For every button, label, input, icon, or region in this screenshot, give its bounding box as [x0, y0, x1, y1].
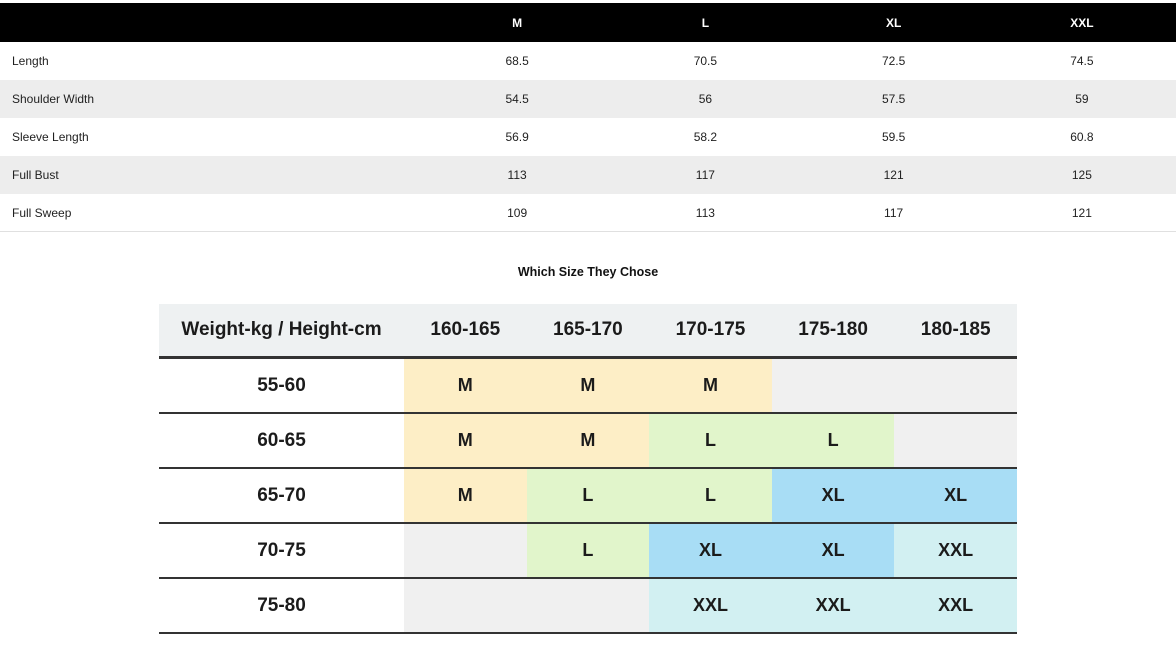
size-column-header-m: M: [512, 15, 523, 30]
measurement-value: 54.5: [505, 92, 529, 106]
size-cell: XXL: [894, 579, 1017, 632]
size-cell: M: [404, 469, 527, 522]
measurement-value: 58.2: [693, 130, 718, 144]
size-cell: [526, 579, 650, 632]
table-row: Length 68.5 70.5 72.5 74.5: [0, 42, 1176, 80]
measurement-label: Full Sweep: [12, 205, 72, 220]
size-cell: L: [771, 414, 895, 467]
size-cell: XXL: [649, 579, 772, 632]
table-row: 60-65 M M L L: [159, 414, 1017, 469]
size-cell: M: [649, 359, 772, 412]
measurement-value: 60.8: [1070, 130, 1094, 144]
size-cell: XL: [771, 524, 895, 577]
height-column-header: 170-175: [675, 319, 746, 340]
size-cell: [894, 359, 1017, 412]
table-row: Full Bust 113 117 121 125: [0, 156, 1176, 194]
size-cell: [404, 524, 527, 577]
height-column-header: 175-180: [798, 319, 868, 340]
size-cell: [771, 359, 895, 412]
measurement-value: 74.5: [1070, 54, 1094, 68]
measurement-value: 68.5: [505, 54, 529, 68]
measurement-value: 113: [695, 205, 715, 220]
size-column-header-l: L: [701, 15, 710, 30]
measurement-value: 121: [883, 168, 904, 182]
measurement-value: 59.5: [881, 130, 906, 144]
table-row: 70-75 L XL XL XXL: [159, 524, 1017, 579]
measurement-value: 56: [698, 92, 713, 106]
table-row: 65-70 M L L XL XL: [159, 469, 1017, 524]
measurement-value: 109: [507, 205, 528, 220]
measurement-table-header: M L XL XXL: [0, 3, 1176, 42]
weight-height-corner-header: Weight-kg / Height-cm: [181, 319, 382, 340]
table-row: 75-80 XXL XXL XXL: [159, 579, 1017, 634]
table-row: Sleeve Length 56.9 58.2 59.5 60.8: [0, 118, 1176, 156]
measurement-value: 125: [1071, 168, 1092, 182]
size-cell: XL: [771, 469, 895, 522]
measurement-value: 56.9: [505, 130, 529, 144]
weight-range-label: 70-75: [159, 524, 404, 577]
size-cell: M: [526, 359, 650, 412]
measurement-value: 59: [1075, 92, 1089, 106]
measurement-label: Length: [12, 54, 49, 68]
measurement-label: Shoulder Width: [12, 92, 95, 106]
size-cell: XXL: [771, 579, 895, 632]
weight-range-label: 55-60: [159, 359, 404, 412]
measurement-value: 57.5: [881, 92, 906, 106]
size-cell: L: [526, 469, 650, 522]
height-column-header: 165-170: [553, 319, 623, 340]
measurement-label: Full Bust: [12, 168, 59, 182]
size-cell: M: [404, 359, 527, 412]
size-table-header-row: Weight-kg / Height-cm 160-165 165-170 17…: [159, 304, 1017, 359]
table-row: 55-60 M M M: [159, 359, 1017, 414]
height-column-header: 180-185: [920, 319, 991, 340]
section-title: Which Size They Chose: [517, 265, 659, 279]
measurement-value: 117: [695, 168, 715, 182]
size-cell: [404, 579, 527, 632]
size-cell: M: [404, 414, 527, 467]
measurement-value: 70.5: [693, 54, 718, 68]
measurement-value: 72.5: [881, 54, 906, 68]
weight-range-label: 60-65: [159, 414, 404, 467]
size-cell: L: [649, 414, 772, 467]
table-row: Full Sweep 109 113 117 121: [0, 194, 1176, 232]
measurement-label: Sleeve Length: [12, 130, 89, 144]
size-cell: XL: [894, 469, 1017, 522]
size-cell: XXL: [894, 524, 1017, 577]
size-column-header-xl: XL: [885, 15, 902, 30]
measurement-table: M L XL XXL Length 68.5 70.5 72.5 74.5 Sh…: [0, 3, 1176, 232]
size-cell: L: [649, 469, 772, 522]
measurement-value: 117: [884, 205, 904, 220]
size-cell: M: [526, 414, 650, 467]
size-cell: XL: [649, 524, 772, 577]
size-recommendation-table: Weight-kg / Height-cm 160-165 165-170 17…: [159, 304, 1017, 634]
table-row: Shoulder Width 54.5 56 57.5 59: [0, 80, 1176, 118]
measurement-value: 113: [507, 168, 527, 182]
size-column-header-xxl: XXL: [1070, 15, 1094, 30]
weight-range-label: 75-80: [159, 579, 404, 632]
size-cell: L: [526, 524, 650, 577]
weight-range-label: 65-70: [159, 469, 404, 522]
measurement-value: 121: [1071, 205, 1092, 220]
size-cell: [894, 414, 1017, 467]
height-column-header: 160-165: [430, 319, 501, 340]
